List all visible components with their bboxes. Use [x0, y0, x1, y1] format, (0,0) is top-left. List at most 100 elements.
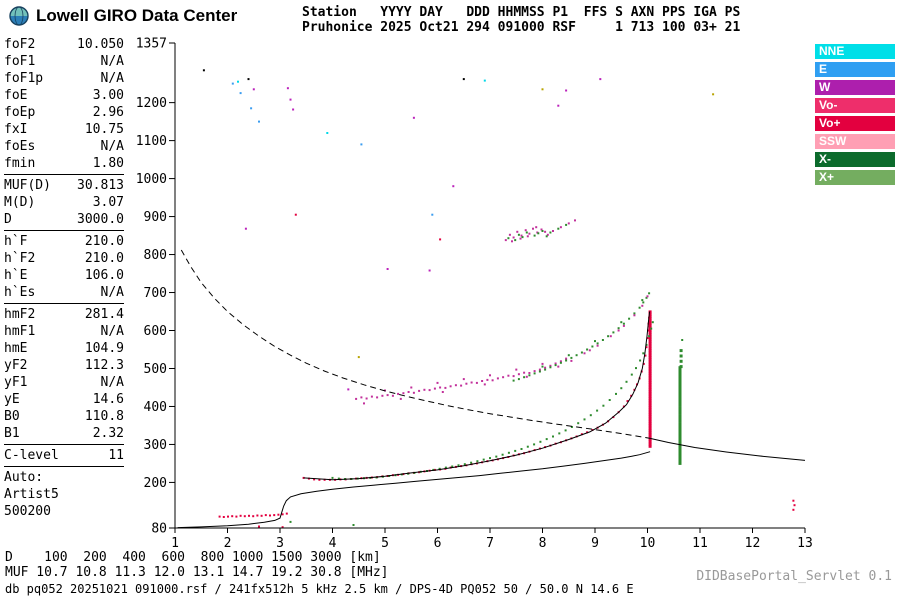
series-noise-red: [258, 213, 796, 529]
auto-row: Auto:: [4, 470, 44, 485]
giro-logo-icon: [9, 6, 29, 26]
svg-text:900: 900: [144, 210, 167, 225]
param-row-h`Es: h`Es N/A: [4, 285, 124, 300]
svg-text:1000: 1000: [136, 172, 167, 187]
svg-text:1357: 1357: [136, 37, 167, 52]
svg-text:200: 200: [144, 476, 167, 491]
svg-text:3: 3: [276, 536, 284, 551]
series-muf-curve: [180, 249, 651, 439]
series-noise-black: [202, 69, 465, 81]
series-F-trace-O: [302, 311, 651, 481]
series-spread-cluster-X: [507, 223, 568, 242]
param-row-h`F: h`F 210.0: [4, 234, 124, 249]
svg-text:11: 11: [692, 536, 708, 551]
series-noise-blue: [231, 82, 434, 216]
svg-text:1200: 1200: [136, 96, 167, 111]
station-header: Station YYYY DAY DDD HHMMSS P1 FFS S AXN…: [302, 5, 741, 35]
svg-text:6: 6: [434, 536, 442, 551]
param-row-B1: B1 2.32: [4, 426, 124, 441]
param-row-hmF2: hmF2 281.4: [4, 307, 124, 322]
svg-text:4: 4: [329, 536, 337, 551]
svg-text:1: 1: [171, 536, 179, 551]
svg-text:8: 8: [539, 536, 547, 551]
legend-item-W: W: [815, 80, 895, 95]
param-row-yF1: yF1 N/A: [4, 375, 124, 390]
param-row-fxI: fxI 10.75: [4, 122, 124, 137]
series-muf-tail: [649, 437, 806, 461]
series-F-asymptote-X: [678, 366, 682, 465]
param-row-h`E: h`E 106.0: [4, 268, 124, 283]
svg-text:1100: 1100: [136, 134, 167, 149]
svg-text:12: 12: [745, 536, 761, 551]
series-trace-fit-line: [303, 311, 651, 481]
file-info: db pq052 20251021 091000.rsf / 241fx512h…: [5, 582, 634, 596]
parameter-panel: foF2 10.050 foF1 N/A foF1p N/A foE 3.00 foEp 2.96…: [4, 36, 124, 520]
param-row-M(D): M(D) 3.07: [4, 195, 124, 210]
servlet-version: DIDBasePortal_Servlet 0.1: [696, 569, 892, 584]
panel-separator: [4, 444, 124, 445]
panel-separator: [4, 303, 124, 304]
param-row-yF2: yF2 112.3: [4, 358, 124, 373]
param-row-foF2: foF2 10.050: [4, 37, 124, 52]
param-row-foEp: foEp 2.96: [4, 105, 124, 120]
svg-text:7: 7: [486, 536, 494, 551]
param-row-h`F2: h`F2 210.0: [4, 251, 124, 266]
param-row-B0: B0 110.8: [4, 409, 124, 424]
svg-text:2: 2: [224, 536, 232, 551]
legend-item-Vo-: Vo-: [815, 98, 895, 113]
legend-item-NNE: NNE: [815, 44, 895, 59]
svg-text:10: 10: [640, 536, 656, 551]
param-row-D: D 3000.0: [4, 212, 124, 227]
series-secondhop-X: [512, 292, 651, 382]
svg-text:9: 9: [591, 536, 599, 551]
axes: 1357120011001000900800700600500400300200…: [136, 37, 813, 552]
legend-item-E: E: [815, 62, 895, 77]
series-F-asymptote-X-top: [679, 349, 683, 369]
param-row-hmE: hmE 104.9: [4, 341, 124, 356]
legend-item-X-: X-: [815, 152, 895, 167]
param-row-foEs: foEs N/A: [4, 139, 124, 154]
auto-row: 500200: [4, 504, 51, 519]
series-noise-cyan: [237, 79, 486, 134]
series-profile-line: [177, 451, 651, 529]
panel-separator: [4, 174, 124, 175]
series-secondhop-O-upper: [557, 295, 649, 368]
brand-title: Lowell GIRO Data Center: [36, 6, 238, 25]
param-row-foF1p: foF1p N/A: [4, 71, 124, 86]
param-row-foF1: foF1 N/A: [4, 54, 124, 69]
param-row-yE: yE 14.6: [4, 392, 124, 407]
svg-text:700: 700: [144, 286, 167, 301]
legend-item-X+: X+: [815, 170, 895, 185]
series-noise-yellow: [357, 88, 715, 359]
echo-legend: NNE E W Vo- Vo+ SSW X- X+: [815, 44, 895, 188]
legend-item-SSW: SSW: [815, 134, 895, 149]
panel-separator: [4, 230, 124, 231]
param-row-MUF(D): MUF(D) 30.813: [4, 178, 124, 193]
svg-text:300: 300: [144, 438, 167, 453]
svg-text:400: 400: [144, 400, 167, 415]
panel-separator: [4, 466, 124, 467]
param-row-foE: foE 3.00: [4, 88, 124, 103]
auto-row: Artist5: [4, 487, 59, 502]
svg-text:5: 5: [381, 536, 389, 551]
param-row-C-level: C-level 11: [4, 448, 124, 463]
svg-text:800: 800: [144, 248, 167, 263]
series-noise-green: [289, 339, 684, 526]
muf-table: D 100 200 400 600 800 1000 1500 3000 [km…: [5, 550, 389, 580]
series-noise-magenta: [244, 78, 602, 391]
svg-text:13: 13: [797, 536, 813, 551]
svg-text:80: 80: [151, 522, 167, 537]
brand-header: Lowell GIRO Data Center: [8, 5, 237, 27]
series-F-asymptote-O: [648, 310, 652, 448]
svg-text:600: 600: [144, 324, 167, 339]
series-spread-cluster-O: [504, 219, 576, 243]
series-secondhop-O: [355, 357, 568, 405]
series-F-trace-X: [331, 321, 654, 480]
svg-text:500: 500: [144, 362, 167, 377]
param-row-fmin: fmin 1.80: [4, 156, 124, 171]
legend-item-Vo+: Vo+: [815, 116, 895, 131]
param-row-hmF1: hmF1 N/A: [4, 324, 124, 339]
series-E-trace-O: [218, 512, 288, 518]
